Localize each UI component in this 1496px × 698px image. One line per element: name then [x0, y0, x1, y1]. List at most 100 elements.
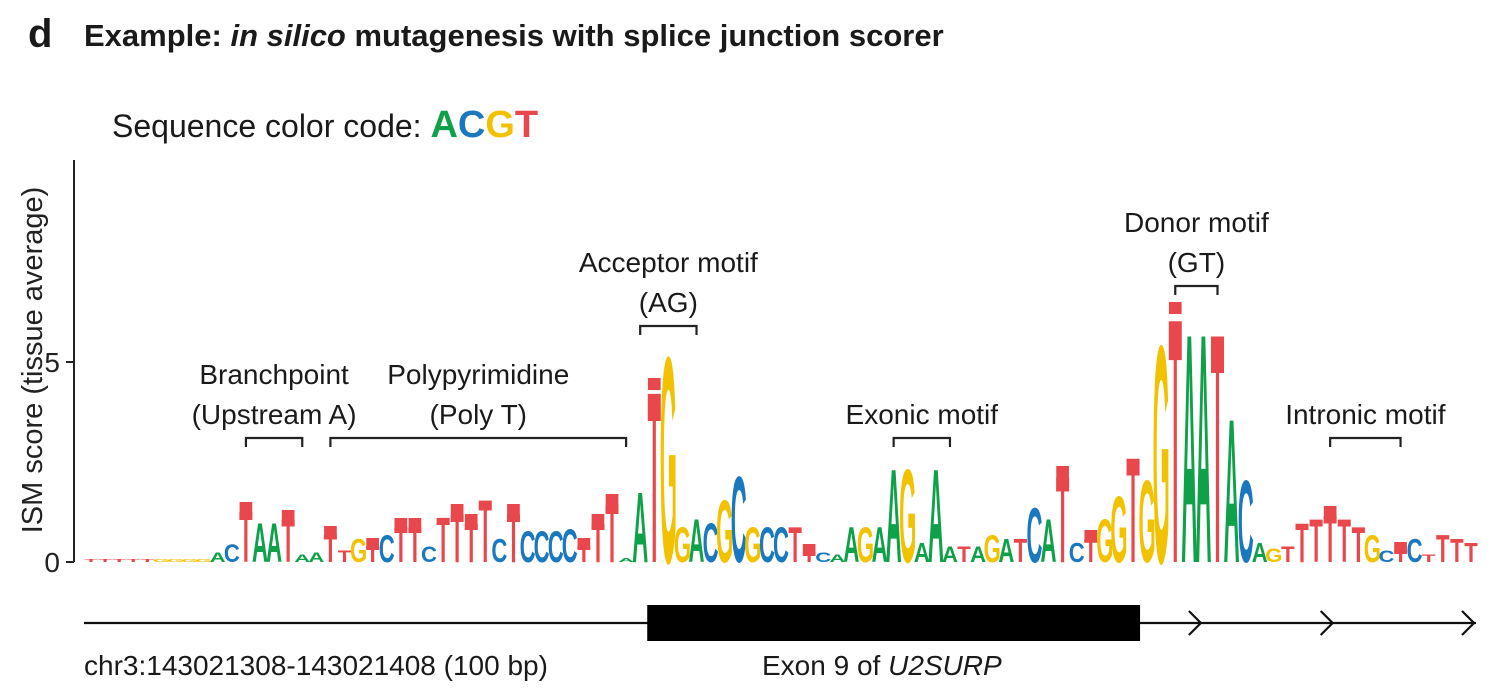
logo-letter-47: G: [744, 518, 761, 574]
logo-cap-26: [450, 504, 464, 516]
logo-letter-12: A: [252, 512, 268, 574]
y-tick-label-5: 5: [44, 347, 60, 378]
logo-letter-18: T: [338, 548, 352, 567]
logo-letter-56: A: [872, 518, 888, 574]
logo-letter-3: T: [127, 559, 141, 563]
logo-cap-69: [1056, 466, 1069, 478]
logo-letter-14: T: [281, 506, 294, 575]
logo-letter-61: A: [942, 542, 958, 567]
logo-letter-58: G: [899, 442, 916, 591]
logo-letter-77: T: [1169, 246, 1182, 637]
logo-letter-43: A: [689, 506, 705, 575]
color-code-label: Sequence color code:: [112, 108, 431, 144]
logo-letter-6: G: [167, 558, 184, 563]
logo-letter-88: T: [1323, 502, 1337, 577]
logo-letter-62: T: [957, 542, 971, 567]
logo-letter-78: A: [1181, 267, 1197, 632]
strand-arrow-2: [1461, 610, 1476, 636]
logo-cap-20: [366, 538, 379, 550]
logo-letter-2: T: [112, 559, 126, 563]
logo-letter-25: T: [436, 506, 449, 577]
logo-letter-91: G: [1364, 526, 1381, 570]
logo-letter-57: A: [886, 442, 902, 591]
logo-letter-81: A: [1224, 376, 1240, 605]
logo-cap-14: [281, 510, 295, 522]
annotation-bracket-1: [329, 436, 628, 447]
logo-letter-41: G: [660, 297, 677, 626]
title-suffix: mutagenesis with splice junction scorer: [345, 18, 944, 53]
logo-cap-35: [577, 538, 591, 550]
logo-cap-11: [239, 502, 253, 514]
logo-letter-64: G: [984, 526, 1001, 570]
logo-letter-13: A: [266, 512, 282, 574]
logo-letter-50: T: [788, 518, 802, 574]
logo-letter-60: A: [928, 442, 944, 591]
logo-letter-59: A: [914, 538, 930, 569]
logo-letter-0: T: [84, 559, 98, 563]
logo-letter-23: T: [408, 518, 422, 574]
logo-letter-9: A: [210, 549, 226, 565]
annotation-bracket-5: [1329, 436, 1402, 447]
annotation-label-0-1: (Upstream A): [192, 399, 357, 430]
logo-letter-45: G: [716, 481, 733, 581]
logo-cap-30: [507, 504, 520, 516]
logo-letter-5: G: [153, 558, 170, 563]
title-italic: in silico: [230, 18, 346, 53]
logo-letter-92: C: [1378, 548, 1394, 567]
panel-letter: d: [28, 12, 53, 56]
logo-cap-40: [647, 378, 661, 390]
logo-letter-70: C: [1069, 538, 1085, 569]
exon-label-prefix: Exon 9 of: [762, 650, 889, 681]
logo-letter-11: T: [239, 498, 253, 578]
logo-letter-37: T: [605, 487, 618, 580]
logo-letter-55: G: [857, 518, 874, 574]
logo-letter-31: C: [520, 523, 536, 572]
color-code-legend: Sequence color code: ACGT: [112, 104, 538, 147]
logo-letter-30: T: [507, 499, 520, 577]
logo-letter-83: A: [1252, 538, 1268, 569]
logo-letter-90: T: [1352, 518, 1366, 574]
annotation-label-2-0: Acceptor motif: [579, 247, 758, 278]
annotation-bracket-3: [892, 436, 952, 447]
logo-letter-98: T: [1464, 538, 1478, 569]
logo-letter-87: T: [1309, 506, 1322, 575]
legend-letter-c: C: [457, 104, 486, 146]
logo-letter-1: T: [98, 559, 112, 563]
logo-letter-53: A: [829, 552, 845, 565]
logo-letter-32: C: [534, 523, 550, 572]
logo-cap-71: [1084, 530, 1098, 542]
logo-letter-29: C: [491, 531, 507, 569]
logo-letter-15: A: [294, 552, 310, 565]
logo-letter-65: A: [998, 531, 1014, 569]
logo-letter-74: T: [1126, 426, 1139, 594]
genomic-coordinates: chr3:143021308-143021408 (100 bp): [84, 650, 548, 681]
logo-letter-63: A: [970, 542, 986, 567]
annotation-bracket-4: [1174, 284, 1219, 295]
annotation-label-4-1: (GT): [1168, 247, 1226, 278]
logo-letter-67: C: [1026, 493, 1042, 580]
logo-letter-8: G: [195, 558, 212, 563]
logo-letter-40: T: [648, 341, 661, 614]
annotation-label-3-0: Exonic motif: [846, 399, 999, 430]
logo-letter-26: T: [450, 499, 463, 577]
logo-letter-84: G: [1265, 545, 1282, 566]
logo-letter-69: T: [1056, 451, 1069, 589]
logo-letter-73: G: [1110, 477, 1127, 583]
logo-letter-24: C: [421, 542, 437, 567]
logo-letter-46: C: [731, 451, 747, 589]
logo-letter-33: C: [548, 523, 564, 572]
y-tick-label-0: 0: [44, 547, 60, 578]
logo-letter-54: A: [843, 518, 859, 574]
exon-label: Exon 9 of U2SURP: [762, 650, 1002, 682]
annotation-label-5-0: Intronic motif: [1285, 399, 1445, 430]
logo-letter-76: G: [1153, 280, 1170, 628]
logo-letter-86: T: [1295, 512, 1309, 574]
logo-letter-89: T: [1337, 506, 1350, 575]
logo-letter-44: C: [703, 512, 719, 574]
logo-cap-36: [591, 514, 605, 526]
logo-letter-48: C: [759, 518, 775, 574]
annotation-bracket-2: [639, 324, 698, 335]
y-axis-label: ISM score (tissue average): [17, 187, 49, 534]
logo-letter-95: T: [1422, 552, 1436, 565]
